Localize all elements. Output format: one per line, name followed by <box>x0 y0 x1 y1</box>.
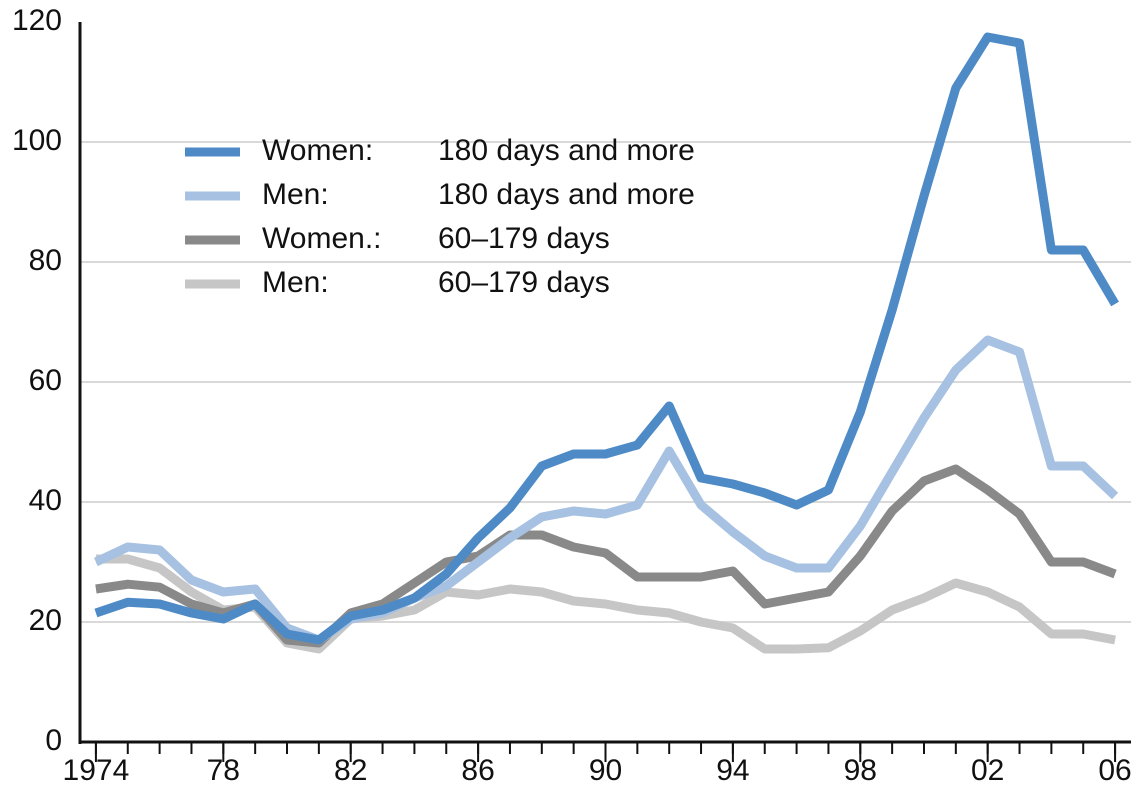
y-tick-label: 80 <box>29 244 62 277</box>
x-tick-label: 02 <box>971 754 1004 787</box>
y-tick-label: 120 <box>12 4 62 37</box>
legend-label: Women: <box>262 134 373 167</box>
legend-label: Men: <box>262 178 329 211</box>
x-tick-label: 94 <box>716 754 749 787</box>
y-tick-label: 20 <box>29 604 62 637</box>
x-tick-label: 82 <box>334 754 367 787</box>
legend-period: 60–179 days <box>438 266 610 299</box>
legend-label: Women.: <box>262 222 382 255</box>
x-tick-label: 06 <box>1098 754 1131 787</box>
y-tick-label: 100 <box>12 124 62 157</box>
legend-period: 180 days and more <box>438 178 695 211</box>
legend-label: Men: <box>262 266 329 299</box>
series-line <box>95 464 1117 648</box>
series-line <box>94 335 1119 645</box>
x-tick-label: 90 <box>589 754 622 787</box>
y-tick-label: 40 <box>29 484 62 517</box>
x-tick-label: 78 <box>207 754 240 787</box>
legend-period: 60–179 days <box>438 222 610 255</box>
series-line <box>94 32 1119 645</box>
y-tick-label: 0 <box>45 724 62 757</box>
legend-period: 180 days and more <box>438 134 695 167</box>
x-tick-label: 86 <box>461 754 494 787</box>
y-tick-label: 60 <box>29 364 62 397</box>
x-tick-label: 98 <box>844 754 877 787</box>
x-tick-label: 1974 <box>63 754 130 787</box>
